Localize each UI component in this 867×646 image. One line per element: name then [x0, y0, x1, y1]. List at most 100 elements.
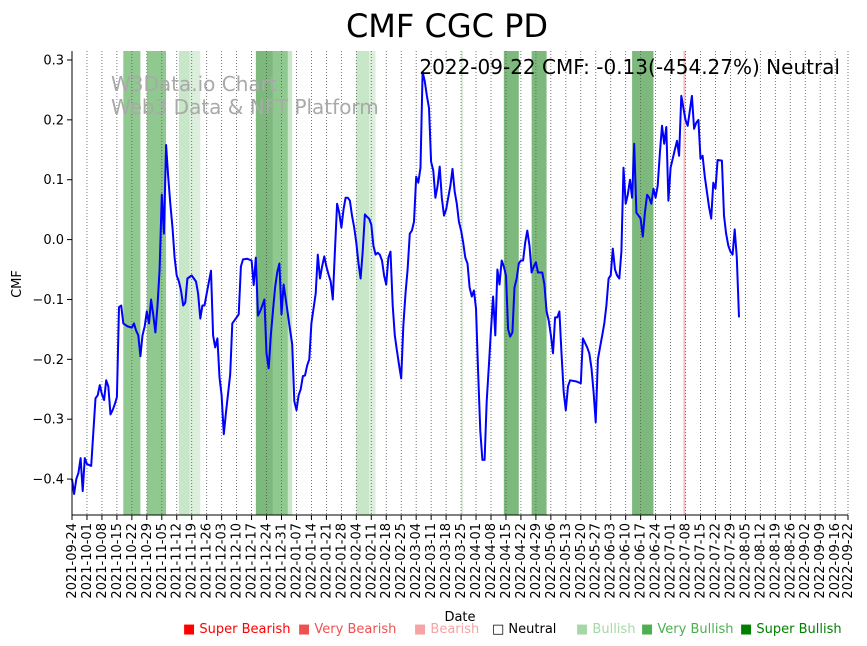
legend-item: ■ Very Bearish	[298, 622, 396, 637]
x-tick-label: 2021-12-24	[260, 523, 275, 599]
band-bullish	[287, 51, 293, 515]
band-bullish	[356, 51, 370, 515]
x-tick-label: 2022-07-15	[693, 523, 708, 599]
x-tick-label: 2022-08-26	[783, 523, 798, 599]
x-tick-label: 2022-03-25	[454, 523, 469, 599]
x-tick-label: 2022-06-17	[634, 523, 649, 599]
legend-marker: ■	[576, 622, 592, 637]
x-tick-label: 2022-01-28	[334, 523, 349, 599]
legend-label: Bearish	[430, 622, 479, 637]
x-tick-label: 2022-02-25	[394, 523, 409, 599]
legend-label: Very Bearish	[314, 622, 396, 637]
legend-item: ■ Very Bullish	[641, 622, 733, 637]
y-axis-label: CMF	[10, 270, 25, 298]
band-super-bullish	[632, 51, 654, 515]
y-tick-label: 0.0	[43, 233, 64, 248]
x-tick-label: 2022-01-21	[319, 523, 334, 599]
x-tick-label: 2021-10-22	[125, 523, 140, 599]
x-tick-label: 2022-06-03	[604, 523, 619, 599]
band-bullish	[461, 51, 464, 515]
y-tick-label: 0.1	[43, 173, 64, 188]
watermark: W3Data.io Chart Web3 Data & NFT Platform	[111, 72, 379, 119]
legend-label: Super Bearish	[199, 622, 290, 637]
x-tick-label: 2022-04-22	[514, 523, 529, 599]
x-tick-label: 2022-04-01	[469, 523, 484, 599]
x-tick-label: 2022-04-29	[529, 523, 544, 599]
x-tick-label: 2022-03-04	[409, 523, 424, 599]
band-bullish	[369, 51, 376, 515]
y-tick-label: −0.4	[32, 473, 64, 488]
band-super-bullish	[503, 51, 519, 515]
x-tick-label: 2022-05-06	[544, 523, 559, 599]
x-tick-label: 2021-10-15	[110, 523, 125, 599]
band-bearish	[683, 51, 686, 515]
x-tick-label: 2022-05-13	[559, 523, 574, 599]
x-tick-label: 2022-09-02	[798, 523, 813, 599]
x-tick-label: 2022-07-29	[723, 523, 738, 599]
latest-value-annotation: 2022-09-22 CMF: -0.13(-454.27%) Neutral	[419, 55, 840, 79]
band-super-bullish	[255, 51, 273, 515]
legend-marker: □	[492, 622, 508, 637]
y-tick-label: −0.3	[32, 413, 64, 428]
legend: ■ Super Bearish ■ Very Bearish ■ Bearish □ …	[183, 622, 842, 637]
x-tick-label: 2022-07-01	[664, 523, 679, 599]
band-bullish	[189, 51, 201, 515]
x-tick-label: 2022-07-08	[679, 523, 694, 599]
x-tick-label: 2021-09-24	[65, 523, 80, 599]
band-very-bullish	[146, 51, 167, 515]
x-tick-label: 2022-01-14	[304, 523, 319, 599]
x-tick-label: 2022-09-09	[813, 523, 828, 599]
legend-item: ■ Super Bearish	[183, 622, 291, 637]
y-axis-ticks: −0.4 −0.3 −0.2 −0.1 0.0 0.1 0.2 0.3	[32, 53, 72, 488]
x-tick-label: 2022-02-18	[379, 523, 394, 599]
legend-item: □ Neutral	[492, 622, 556, 637]
x-tick-label: 2022-02-04	[349, 523, 364, 599]
legend-marker: ■	[298, 622, 314, 637]
y-tick-label: −0.2	[32, 353, 64, 368]
x-tick-label: 2022-05-27	[589, 523, 604, 599]
x-tick-label: 2022-09-16	[828, 523, 843, 599]
legend-label: Super Bullish	[756, 622, 841, 637]
legend-item: ■ Bearish	[414, 622, 479, 637]
x-axis-ticks: 2021-09-24 2021-10-01 2021-10-08 2021-10-15…	[65, 515, 856, 599]
legend-marker: ■	[414, 622, 430, 637]
legend-label: Neutral	[508, 622, 556, 637]
x-tick-label: 2022-03-18	[439, 523, 454, 599]
legend-marker: ■	[740, 622, 756, 637]
band-super-bullish	[531, 51, 547, 515]
legend-label: Very Bullish	[657, 622, 733, 637]
x-tick-label: 2021-12-31	[274, 523, 289, 599]
x-tick-label: 2022-04-08	[484, 523, 499, 599]
y-tick-label: 0.2	[43, 113, 64, 128]
x-tick-label: 2021-10-01	[80, 523, 95, 599]
watermark-line-1: W3Data.io Chart	[111, 72, 277, 96]
x-tick-label: 2021-11-26	[200, 523, 215, 599]
x-tick-label: 2021-11-05	[155, 523, 170, 599]
watermark-line-2: Web3 Data & NFT Platform	[111, 95, 379, 119]
x-tick-label: 2022-08-05	[738, 523, 753, 599]
x-tick-label: 2022-05-20	[574, 523, 589, 599]
x-tick-label: 2022-04-15	[499, 523, 514, 599]
x-tick-label: 2022-08-12	[753, 523, 768, 599]
x-tick-label: 2021-10-29	[140, 523, 155, 599]
x-tick-label: 2021-12-03	[215, 523, 230, 599]
legend-marker: ■	[641, 622, 657, 637]
x-tick-label: 2022-02-11	[364, 523, 379, 599]
x-tick-label: 2022-09-22	[841, 523, 856, 599]
legend-item: ■ Bullish	[576, 622, 635, 637]
signal-bands	[123, 51, 686, 515]
x-tick-label: 2021-11-12	[170, 523, 185, 599]
x-axis-label: Date	[444, 610, 475, 625]
y-tick-label: 0.3	[43, 53, 64, 68]
y-tick-label: −0.1	[32, 293, 64, 308]
legend-item: ■ Super Bullish	[740, 622, 842, 637]
x-tick-label: 2021-12-10	[230, 523, 245, 599]
x-tick-label: 2022-06-24	[649, 523, 664, 599]
chart-title: CMF CGC PD	[346, 7, 548, 45]
x-tick-label: 2021-11-19	[185, 523, 200, 599]
x-tick-label: 2022-06-10	[619, 523, 634, 599]
x-tick-label: 2021-10-08	[95, 523, 110, 599]
x-tick-label: 2021-12-17	[245, 523, 260, 599]
x-tick-label: 2022-07-22	[708, 523, 723, 599]
